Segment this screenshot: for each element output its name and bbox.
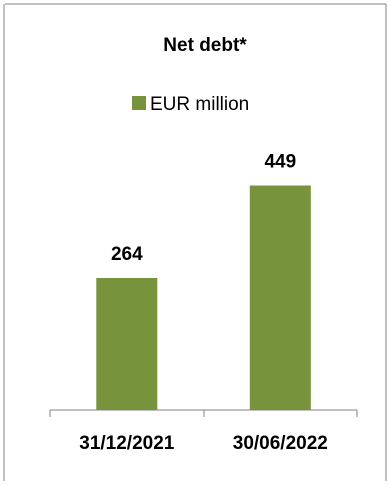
data-labels-group: 264 449 — [111, 152, 296, 266]
bar-1 — [96, 278, 158, 410]
bars-group — [96, 185, 311, 410]
bar-2 — [249, 185, 311, 410]
data-label-2: 449 — [264, 152, 296, 173]
x-tick-label-1: 31/12/2021 — [79, 433, 175, 454]
legend-swatch — [132, 96, 146, 110]
legend-label: EUR million — [150, 94, 249, 115]
data-label-1: 264 — [111, 244, 143, 265]
x-tick-label-2: 30/06/2022 — [233, 433, 328, 454]
x-tick-labels-group: 31/12/2021 30/06/2022 — [79, 433, 328, 454]
chart-title: Net debt* — [163, 35, 247, 56]
